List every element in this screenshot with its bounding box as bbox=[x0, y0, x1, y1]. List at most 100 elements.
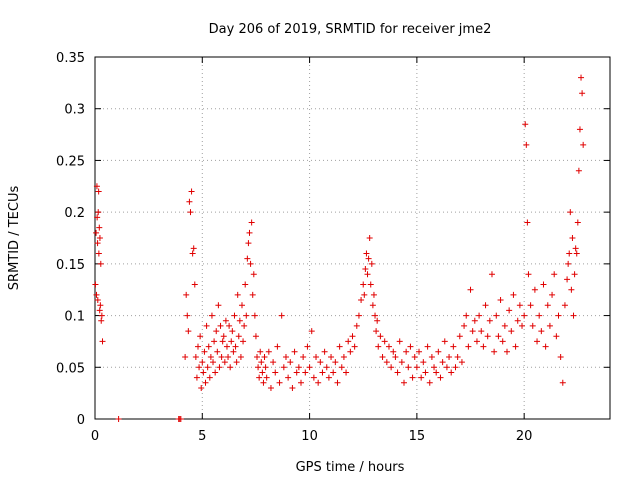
data-point bbox=[189, 250, 196, 257]
data-point bbox=[210, 359, 217, 366]
data-point bbox=[452, 364, 459, 371]
data-point bbox=[521, 312, 528, 319]
data-point bbox=[225, 353, 232, 360]
data-point bbox=[291, 348, 298, 355]
data-point bbox=[377, 333, 384, 340]
data-point bbox=[358, 297, 365, 304]
data-point bbox=[244, 255, 251, 262]
data-point bbox=[422, 369, 429, 376]
data-point bbox=[362, 266, 369, 273]
y-tick-label: 0.25 bbox=[56, 154, 85, 169]
x-tick-label: 5 bbox=[198, 429, 206, 444]
data-point bbox=[486, 317, 493, 324]
data-point bbox=[482, 302, 489, 309]
data-point bbox=[230, 348, 237, 355]
data-point bbox=[215, 302, 222, 309]
y-tick-label: 0 bbox=[77, 413, 85, 428]
data-point bbox=[450, 343, 457, 350]
data-point bbox=[231, 312, 238, 319]
data-point bbox=[365, 255, 372, 262]
data-point bbox=[310, 374, 317, 381]
chart-title: Day 206 of 2019, SRMTID for receiver jme… bbox=[209, 22, 492, 37]
data-point bbox=[364, 271, 371, 278]
data-point bbox=[536, 312, 543, 319]
data-point bbox=[542, 343, 549, 350]
data-point bbox=[256, 374, 263, 381]
data-point bbox=[315, 379, 322, 386]
data-point bbox=[493, 312, 500, 319]
data-point bbox=[544, 302, 551, 309]
data-point bbox=[228, 338, 235, 345]
data-point bbox=[353, 322, 360, 329]
data-point bbox=[96, 224, 103, 231]
data-point bbox=[575, 167, 582, 174]
data-point bbox=[572, 245, 579, 252]
data-point bbox=[531, 286, 538, 293]
data-point bbox=[334, 379, 341, 386]
data-point bbox=[287, 359, 294, 366]
data-point bbox=[448, 369, 455, 376]
data-point bbox=[191, 281, 198, 288]
data-point bbox=[232, 343, 239, 350]
data-point bbox=[564, 276, 571, 283]
data-point bbox=[183, 291, 190, 298]
data-point bbox=[289, 384, 296, 391]
data-point bbox=[366, 235, 373, 241]
data-point bbox=[561, 302, 568, 309]
data-point bbox=[403, 348, 410, 355]
data-point bbox=[469, 328, 476, 335]
data-point bbox=[347, 348, 354, 355]
data-point bbox=[576, 126, 583, 133]
data-point bbox=[285, 374, 292, 381]
data-point bbox=[524, 219, 531, 226]
data-point bbox=[317, 359, 324, 366]
data-point bbox=[241, 322, 248, 329]
data-point bbox=[424, 343, 431, 350]
data-point bbox=[580, 141, 587, 148]
data-point bbox=[298, 379, 304, 386]
data-point bbox=[95, 250, 102, 257]
data-point bbox=[426, 379, 433, 386]
y-axis-label: SRMTID / TECUs bbox=[7, 186, 22, 291]
data-point bbox=[551, 271, 558, 278]
data-point bbox=[343, 369, 350, 376]
data-point bbox=[313, 353, 320, 360]
data-point bbox=[569, 235, 576, 241]
data-point bbox=[282, 353, 289, 360]
data-point bbox=[375, 343, 382, 350]
data-point bbox=[214, 348, 221, 355]
grid-lines bbox=[95, 57, 610, 419]
data-point bbox=[229, 328, 236, 335]
data-point bbox=[221, 359, 228, 366]
data-point bbox=[201, 348, 208, 355]
data-point bbox=[207, 353, 214, 360]
data-point bbox=[242, 281, 249, 288]
data-point bbox=[204, 364, 211, 371]
data-point bbox=[559, 379, 566, 386]
data-point bbox=[95, 209, 102, 216]
data-point bbox=[336, 343, 343, 350]
data-point bbox=[495, 333, 502, 340]
data-point bbox=[388, 364, 395, 371]
data-point bbox=[549, 291, 556, 298]
data-point bbox=[257, 348, 264, 355]
data-point bbox=[202, 379, 209, 386]
data-point bbox=[480, 343, 487, 350]
data-point bbox=[372, 312, 379, 319]
data-point bbox=[522, 121, 529, 128]
data-point bbox=[265, 348, 272, 355]
data-point bbox=[205, 343, 212, 350]
data-point bbox=[488, 271, 495, 278]
data-point bbox=[198, 384, 205, 391]
data-point bbox=[431, 364, 438, 371]
data-point bbox=[293, 369, 300, 376]
data-point bbox=[501, 322, 508, 329]
data-point bbox=[540, 281, 547, 288]
data-point bbox=[236, 317, 243, 324]
data-point bbox=[529, 322, 536, 329]
data-point bbox=[392, 353, 399, 360]
data-point bbox=[254, 353, 261, 360]
data-point bbox=[443, 364, 450, 371]
data-point bbox=[332, 359, 339, 366]
